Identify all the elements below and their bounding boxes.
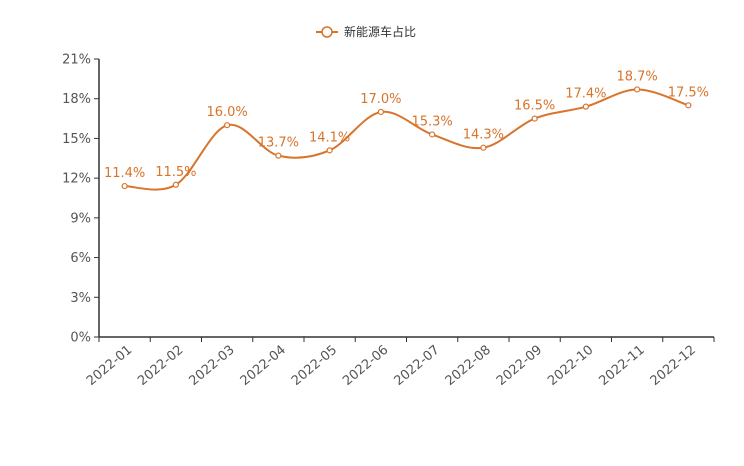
x-tick-label: 2022-01	[84, 343, 135, 389]
x-tick-label: 2022-11	[596, 343, 647, 389]
data-point[interactable]	[172, 181, 179, 188]
legend-marker-icon	[321, 26, 333, 38]
data-label: 11.5%	[155, 165, 196, 180]
data-label: 17.0%	[360, 92, 401, 107]
y-tick-label: 6%	[70, 251, 91, 266]
data-point[interactable]	[480, 144, 487, 151]
data-point[interactable]	[634, 86, 641, 93]
y-tick-label: 15%	[62, 132, 91, 147]
x-tick-label: 2022-05	[289, 343, 340, 389]
data-label: 17.4%	[565, 87, 606, 102]
data-label: 17.5%	[668, 85, 709, 100]
x-tick-label: 2022-06	[340, 343, 391, 389]
data-label: 13.7%	[258, 136, 299, 151]
data-label: 14.1%	[309, 130, 350, 145]
y-tick-label: 21%	[62, 53, 91, 68]
legend-label: 新能源车占比	[344, 24, 416, 39]
data-label: 11.4%	[104, 166, 145, 181]
data-label: 15.3%	[411, 114, 452, 129]
x-tick-label: 2022-08	[443, 343, 494, 389]
y-tick-label: 0%	[70, 331, 91, 346]
x-tick-label: 2022-12	[648, 343, 699, 389]
legend[interactable]: 新能源车占比	[316, 24, 416, 39]
data-point[interactable]	[326, 147, 333, 154]
data-point[interactable]	[531, 115, 538, 122]
y-tick-label: 12%	[62, 172, 91, 187]
data-label: 14.3%	[463, 128, 504, 143]
x-axis: 2022-01 2022-02 2022-03 2022-04 2022-05 2022-…	[84, 336, 715, 389]
y-tick-label: 9%	[70, 211, 91, 226]
data-point[interactable]	[121, 182, 128, 190]
x-tick-label: 2022-03	[186, 343, 237, 389]
x-tick-label: 2022-04	[238, 343, 289, 389]
y-axis: 0% 3% 6% 9% 12% 15% 18% 21%	[62, 53, 100, 346]
x-tick-label: 2022-02	[135, 343, 186, 389]
data-point[interactable]	[377, 108, 384, 116]
x-tick-label: 2022-09	[494, 343, 545, 389]
data-point[interactable]	[429, 131, 436, 138]
x-tick-label: 2022-10	[545, 343, 596, 389]
data-point[interactable]	[685, 102, 692, 109]
data-point[interactable]	[582, 103, 589, 110]
data-point[interactable]	[275, 152, 282, 159]
y-tick-label: 18%	[62, 92, 91, 107]
plot-area: 11.4% 11.5% 16.0% 13.7% 14.1% 17.0% 15.3% 14.3%…	[104, 69, 709, 191]
y-tick-label: 3%	[70, 291, 91, 306]
x-tick-label: 2022-07	[391, 343, 442, 389]
data-label: 16.0%	[206, 105, 247, 120]
data-label: 18.7%	[616, 69, 657, 84]
data-label: 16.5%	[514, 99, 555, 114]
data-point[interactable]	[224, 122, 231, 129]
